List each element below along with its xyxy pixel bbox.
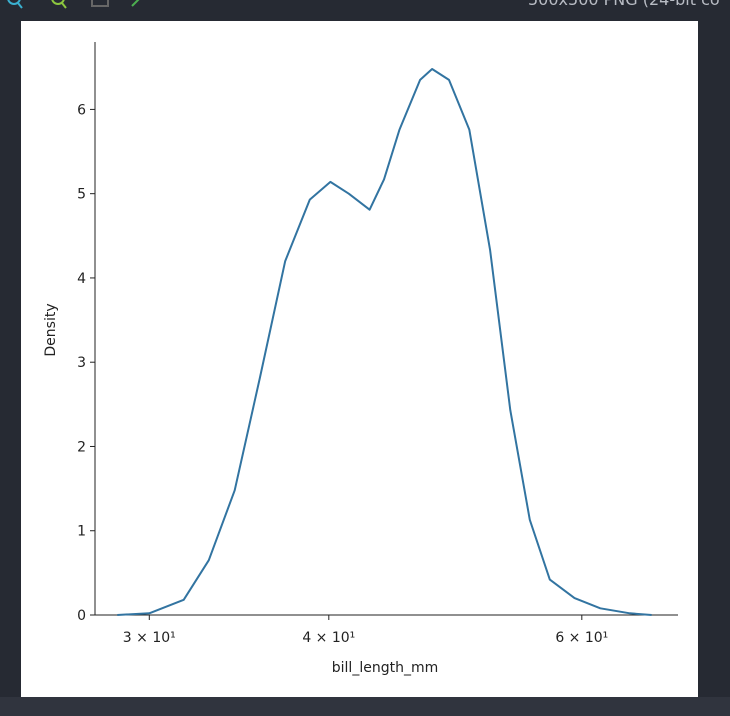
toolbar [7,0,142,9]
edit-icon[interactable] [131,0,142,7]
image-panel [21,21,698,697]
y-tick-label: 1 [77,524,86,540]
y-tick-label: 6 [77,102,86,118]
density-line [117,68,652,616]
zoom-in-icon[interactable] [7,0,21,5]
y-tick-label: 0 [77,608,86,624]
fit-icon[interactable] [91,0,109,7]
x-tick-label: 3 × 10¹ [123,630,176,646]
zoom-out-icon[interactable] [51,0,65,5]
y-tick-label: 5 [77,187,86,203]
x-tick-label: 4 × 10¹ [302,630,355,646]
status-bar [0,697,730,716]
y-axis-label: Density [43,303,59,356]
image-info: 500x500 PNG (24-bit co [528,0,720,9]
y-tick-label: 2 [77,439,86,455]
x-axis-label: bill_length_mm [332,660,438,676]
y-tick-label: 4 [77,271,86,287]
y-tick-label: 3 [77,355,86,371]
x-tick-label: 6 × 10¹ [555,630,608,646]
